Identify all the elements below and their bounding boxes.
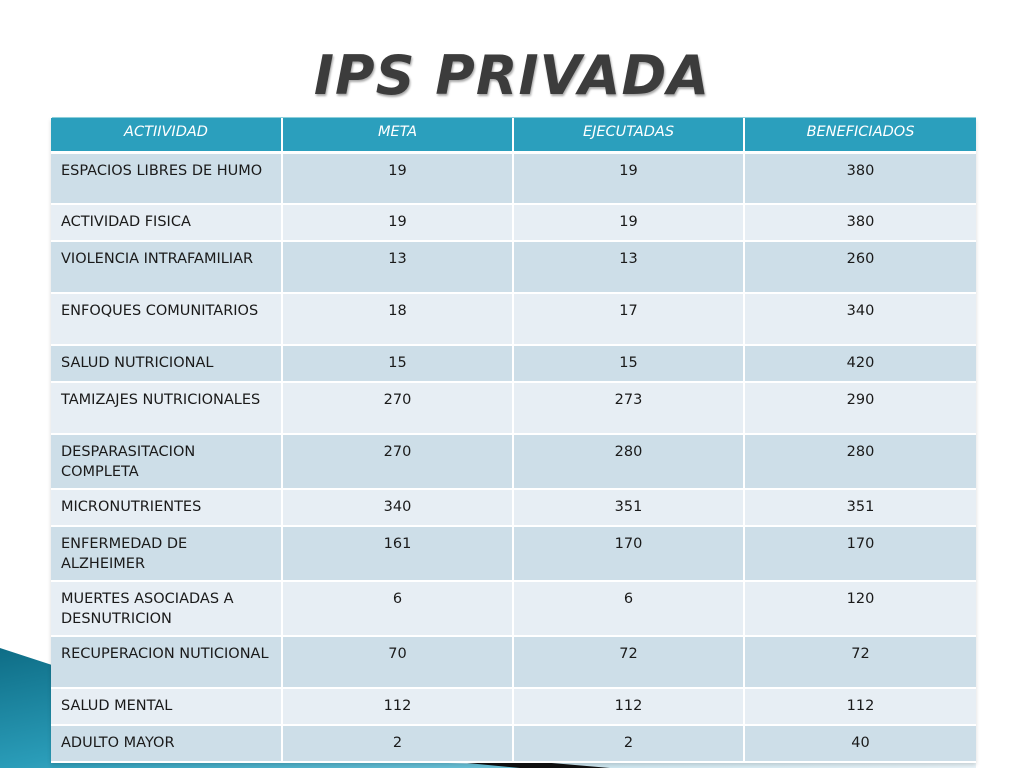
cell-actividad: MUERTES ASOCIADAS A DESNUTRICION: [51, 581, 283, 637]
cell-meta: 112: [282, 688, 514, 726]
cell-meta: 70: [282, 636, 514, 689]
cell-meta: 13: [282, 241, 514, 294]
cell-meta: 2: [282, 725, 514, 763]
cell-actividad: ACTIVIDAD FISICA: [51, 204, 283, 242]
cell-actividad: SALUD MENTAL: [51, 688, 283, 726]
cell-meta: 19: [282, 152, 514, 205]
cell-ejecutadas: 72: [513, 636, 745, 689]
cell-meta: 340: [282, 489, 514, 527]
table-row: ADULTO MAYOR 2 2 40: [51, 725, 976, 763]
cell-meta: 19: [282, 204, 514, 242]
column-header-beneficiados: BENEFICIADOS: [744, 118, 976, 154]
cell-ejecutadas: 19: [513, 152, 745, 205]
cell-beneficiados: 112: [744, 688, 976, 726]
cell-actividad: VIOLENCIA INTRAFAMILIAR: [51, 241, 283, 294]
table-row: SALUD MENTAL 112 112 112: [51, 688, 976, 726]
table-row: ENFOQUES COMUNITARIOS 18 17 340: [51, 293, 976, 346]
cell-ejecutadas: 19: [513, 204, 745, 242]
cell-beneficiados: 40: [744, 725, 976, 763]
table-row: SALUD NUTRICIONAL 15 15 420: [51, 345, 976, 383]
cell-actividad: MICRONUTRIENTES: [51, 489, 283, 527]
cell-beneficiados: 170: [744, 526, 976, 582]
cell-beneficiados: 380: [744, 204, 976, 242]
cell-actividad: ENFOQUES COMUNITARIOS: [51, 293, 283, 346]
cell-actividad: DESPARASITACION COMPLETA: [51, 434, 283, 490]
cell-meta: 161: [282, 526, 514, 582]
cell-beneficiados: 280: [744, 434, 976, 490]
cell-ejecutadas: 13: [513, 241, 745, 294]
table-row: ENFERMEDAD DE ALZHEIMER 161 170 170: [51, 526, 976, 582]
cell-beneficiados: 351: [744, 489, 976, 527]
cell-actividad: ENFERMEDAD DE ALZHEIMER: [51, 526, 283, 582]
table-row: ACTIVIDAD FISICA 19 19 380: [51, 204, 976, 242]
cell-beneficiados: 72: [744, 636, 976, 689]
cell-beneficiados: 120: [744, 581, 976, 637]
table-row: DESPARASITACION COMPLETA 270 280 280: [51, 434, 976, 490]
column-header-actividad: ACTIIVIDAD: [51, 118, 283, 154]
cell-actividad: ESPACIOS LIBRES DE HUMO: [51, 152, 283, 205]
cell-beneficiados: 420: [744, 345, 976, 383]
cell-actividad: RECUPERACION NUTICIONAL: [51, 636, 283, 689]
table-row: TAMIZAJES NUTRICIONALES 270 273 290: [51, 382, 976, 435]
cell-ejecutadas: 273: [513, 382, 745, 435]
table-row: VIOLENCIA INTRAFAMILIAR 13 13 260: [51, 241, 976, 294]
cell-actividad: ADULTO MAYOR: [51, 725, 283, 763]
cell-ejecutadas: 112: [513, 688, 745, 726]
cell-beneficiados: 260: [744, 241, 976, 294]
table-header-row: ACTIIVIDAD META EJECUTADAS BENEFICIADOS: [51, 118, 976, 154]
table-row: MICRONUTRIENTES 340 351 351: [51, 489, 976, 527]
cell-actividad: SALUD NUTRICIONAL: [51, 345, 283, 383]
cell-actividad: TAMIZAJES NUTRICIONALES: [51, 382, 283, 435]
cell-meta: 18: [282, 293, 514, 346]
cell-ejecutadas: 15: [513, 345, 745, 383]
cell-ejecutadas: 351: [513, 489, 745, 527]
cell-meta: 270: [282, 434, 514, 490]
cell-ejecutadas: 280: [513, 434, 745, 490]
slide-title: IPS PRIVADA: [313, 44, 711, 107]
table-row: MUERTES ASOCIADAS A DESNUTRICION 6 6 120: [51, 581, 976, 637]
cell-meta: 6: [282, 581, 514, 637]
cell-ejecutadas: 17: [513, 293, 745, 346]
cell-meta: 270: [282, 382, 514, 435]
cell-meta: 15: [282, 345, 514, 383]
cell-ejecutadas: 170: [513, 526, 745, 582]
table-row: ESPACIOS LIBRES DE HUMO 19 19 380: [51, 152, 976, 205]
cell-beneficiados: 290: [744, 382, 976, 435]
column-header-meta: META: [282, 118, 514, 154]
cell-ejecutadas: 6: [513, 581, 745, 637]
table-row: RECUPERACION NUTICIONAL 70 72 72: [51, 636, 976, 689]
column-header-ejecutadas: EJECUTADAS: [513, 118, 745, 154]
cell-beneficiados: 380: [744, 152, 976, 205]
cell-beneficiados: 340: [744, 293, 976, 346]
cell-ejecutadas: 2: [513, 725, 745, 763]
activities-table: ACTIIVIDAD META EJECUTADAS BENEFICIADOS …: [51, 118, 976, 763]
